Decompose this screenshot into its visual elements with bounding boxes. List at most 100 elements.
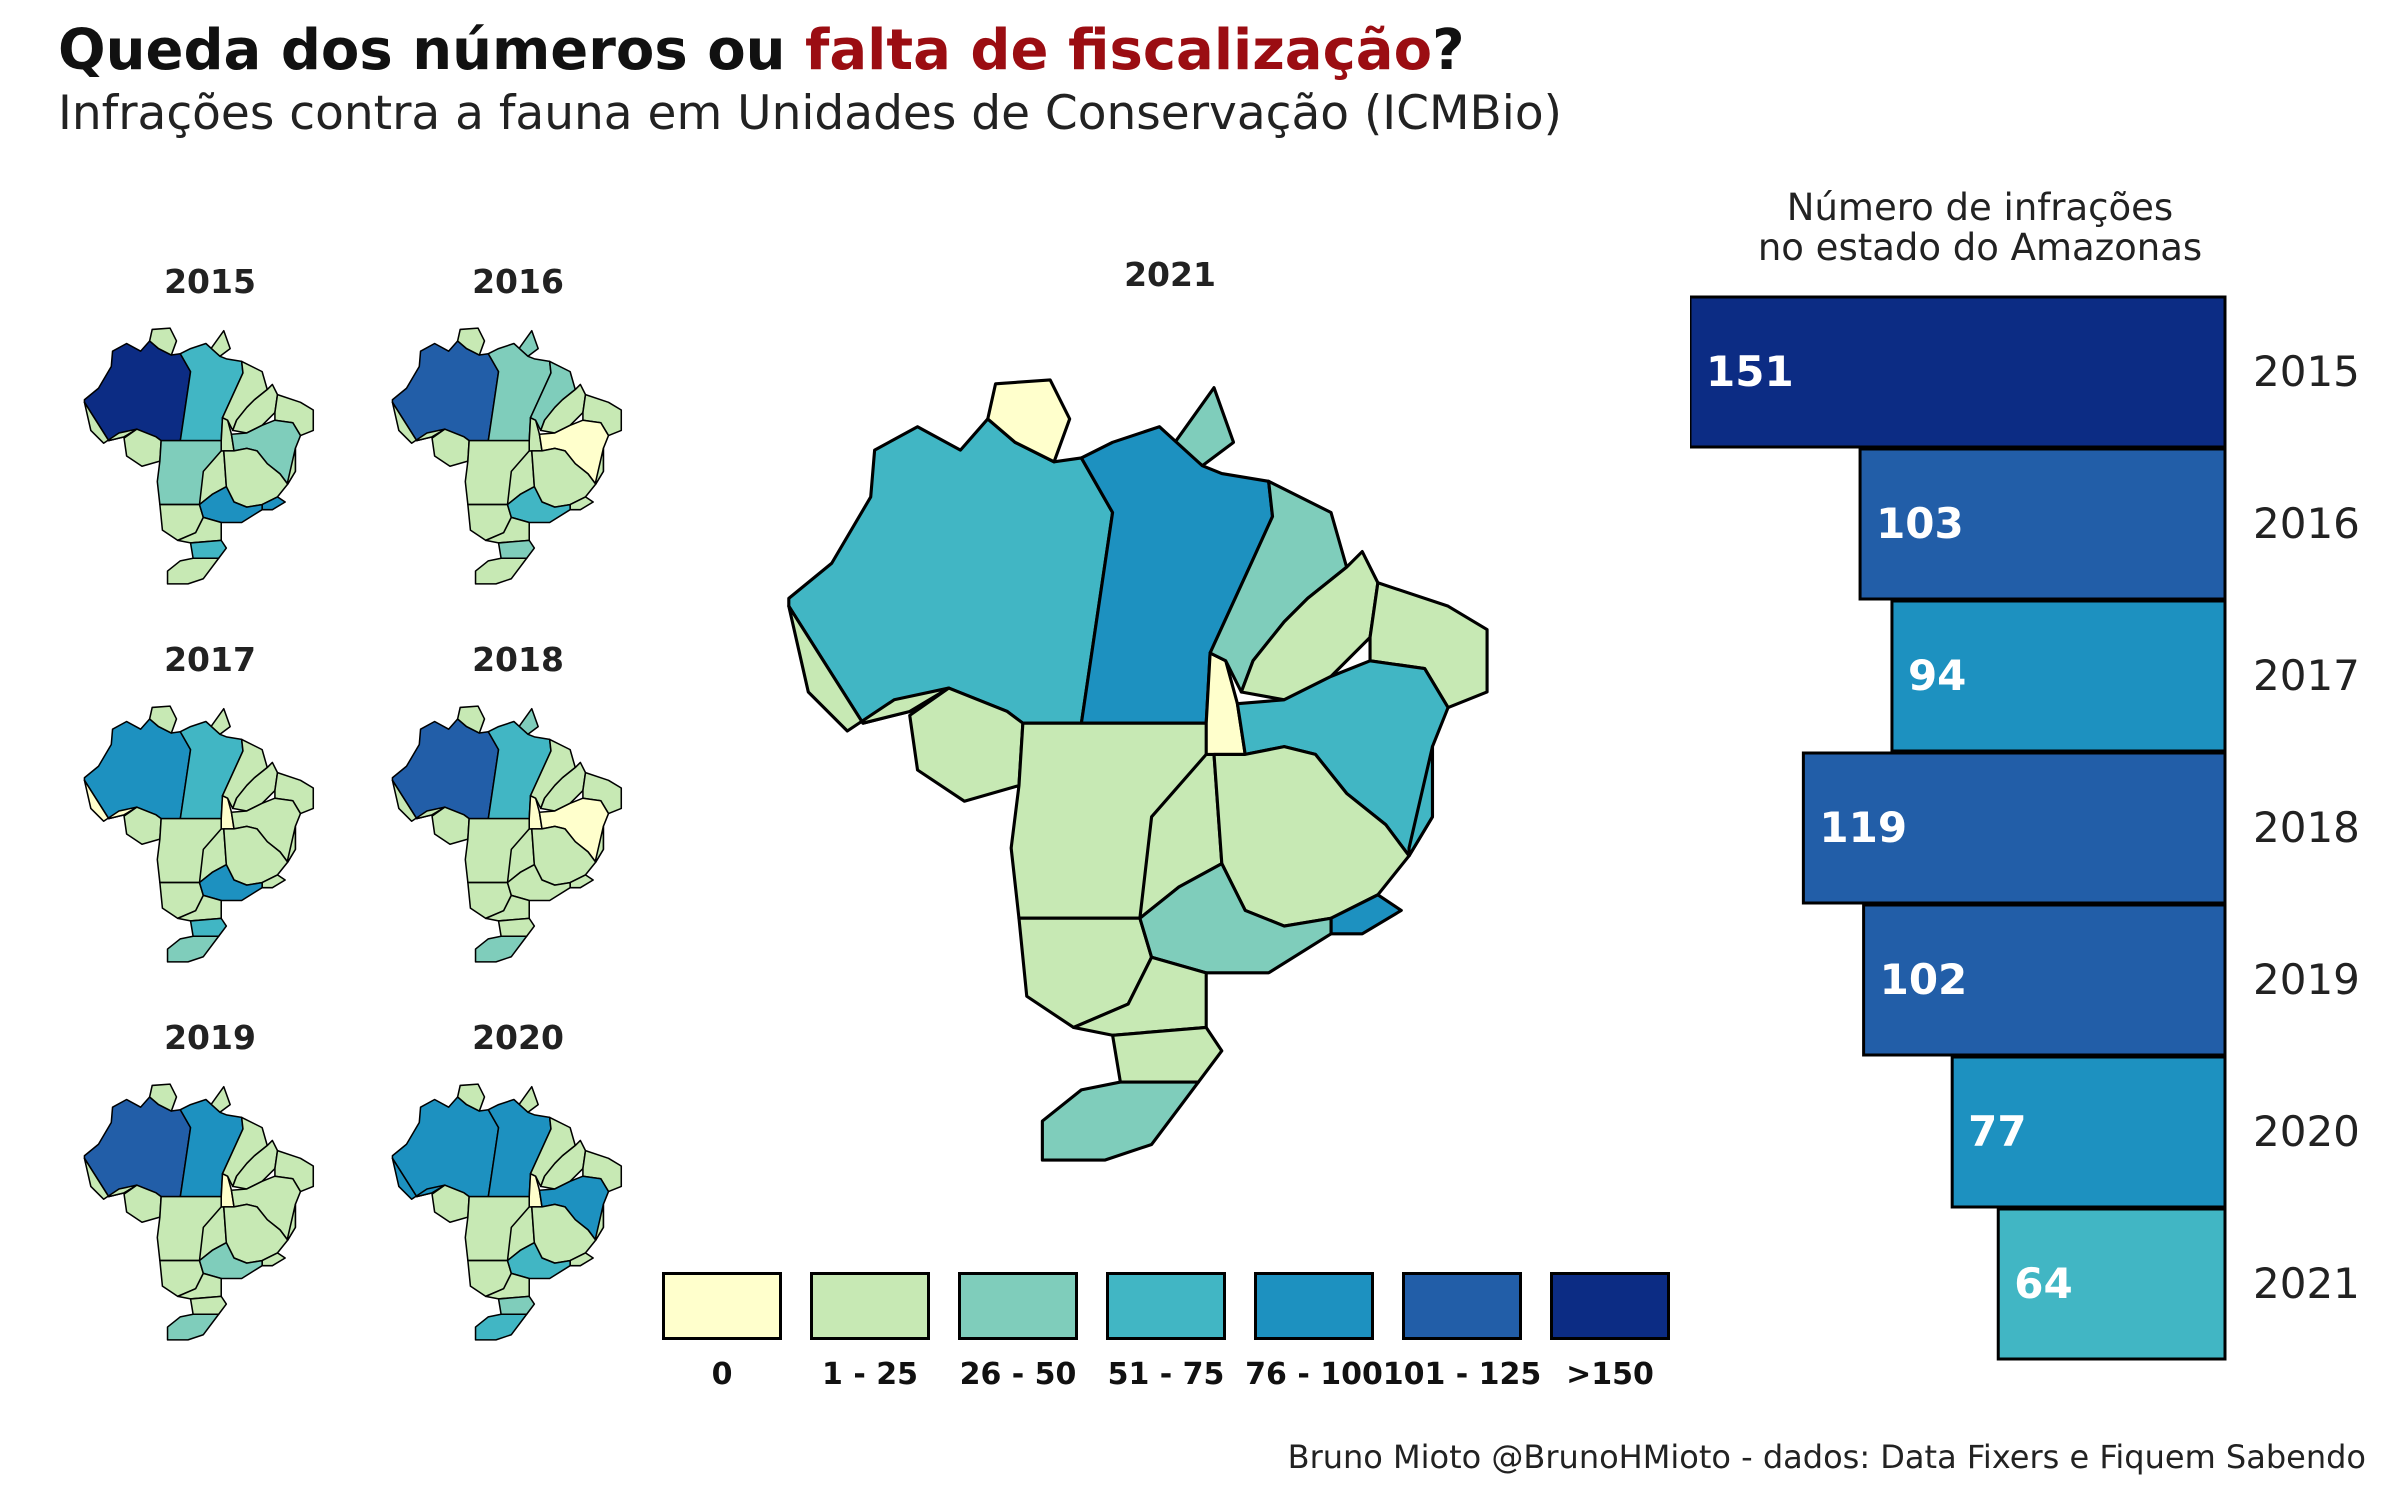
state-am: [391, 1096, 500, 1198]
state-es: [1407, 745, 1435, 858]
legend-swatch: [958, 1272, 1078, 1340]
state-ro: [431, 806, 470, 845]
bar-2020: [1950, 1055, 2227, 1209]
legend-label: 101 - 125: [1382, 1357, 1542, 1392]
legend-label: 51 - 75: [1107, 1357, 1225, 1392]
bar-chart-title: Número de infrações no estado do Amazona…: [1700, 188, 2260, 268]
map-2019: [83, 1083, 315, 1341]
map-states: [83, 705, 315, 963]
map-2018: [391, 705, 623, 963]
state-am: [83, 718, 192, 820]
state-rr: [148, 327, 178, 356]
map-2021: [787, 378, 1489, 1162]
bar-value-label: 103: [1876, 499, 1964, 548]
year-label-2015: 2015: [164, 262, 256, 301]
state-rs: [166, 935, 220, 963]
state-rr: [456, 327, 486, 356]
bar-value-label: 94: [1908, 651, 1966, 700]
bar-2021: [1996, 1207, 2227, 1361]
year-label-2021: 2021: [1124, 255, 1216, 294]
legend-swatch: [1254, 1272, 1374, 1340]
chart-subtitle: Infrações contra a fauna em Unidades de …: [58, 86, 1562, 141]
state-rr: [148, 1083, 178, 1112]
state-sc: [497, 1295, 536, 1316]
bar-chart-title-line1: Número de infrações: [1786, 186, 2174, 229]
state-ac: [83, 779, 138, 822]
map-states: [391, 327, 623, 585]
state-es: [286, 447, 297, 485]
state-rr: [986, 378, 1072, 464]
legend-label: 76 - 100: [1245, 1357, 1383, 1392]
legend-swatch: [1106, 1272, 1226, 1340]
state-rs: [166, 557, 220, 585]
state-sc: [189, 539, 228, 560]
state-am: [787, 417, 1115, 725]
legend-swatch: [662, 1272, 782, 1340]
legend-swatch: [1550, 1272, 1670, 1340]
amazonas-bar-chart: 151 2015 103 2016 94 2017 119 2018 102 2019 77 2020…: [1690, 295, 2360, 1361]
bar-2018: [1801, 751, 2227, 905]
state-am: [83, 340, 192, 442]
legend-swatch: [810, 1272, 930, 1340]
state-sc: [497, 917, 536, 938]
state-rr: [148, 705, 178, 734]
legend-label: 1 - 25: [822, 1357, 918, 1392]
state-es: [594, 825, 605, 863]
state-sc: [1111, 1025, 1224, 1084]
caption: Bruno Mioto @BrunoHMioto - dados: Data F…: [1287, 1438, 2366, 1476]
legend-label: 0: [711, 1357, 733, 1392]
bar-2015: [1690, 295, 2227, 449]
year-label-2016: 2016: [472, 262, 564, 301]
bar-value-label: 151: [1706, 347, 1794, 396]
state-rr: [456, 1083, 486, 1112]
bar-category-label: 2020: [2253, 1107, 2360, 1156]
map-2015: [83, 327, 315, 585]
state-ac: [391, 779, 446, 822]
bar-value-label: 102: [1880, 955, 1968, 1004]
map-states: [83, 1083, 315, 1341]
bar-category-label: 2021: [2253, 1259, 2360, 1308]
bar-value-label: 119: [1819, 803, 1907, 852]
state-ac: [83, 401, 138, 444]
state-ac: [83, 1157, 138, 1200]
state-ro: [431, 1184, 470, 1223]
state-es: [594, 1203, 605, 1241]
title-suffix: ?: [1432, 18, 1465, 83]
state-ac: [391, 401, 446, 444]
state-rs: [474, 935, 528, 963]
state-sc: [189, 917, 228, 938]
map-2020: [391, 1083, 623, 1341]
bar-category-label: 2019: [2253, 955, 2360, 1004]
state-ac: [391, 1157, 446, 1200]
state-rr: [456, 705, 486, 734]
bar-chart-title-line2: no estado do Amazonas: [1757, 226, 2203, 269]
state-es: [286, 1203, 297, 1241]
state-ac: [787, 604, 951, 733]
state-rs: [1040, 1080, 1200, 1162]
state-es: [286, 825, 297, 863]
state-am: [391, 340, 500, 442]
bar-category-label: 2018: [2253, 803, 2360, 852]
map-2017: [83, 705, 315, 963]
map-2016: [391, 327, 623, 585]
map-states: [787, 378, 1489, 1162]
color-legend: 0 1 - 25 26 - 50 51 - 75 76 - 100 101 - …: [662, 1272, 1707, 1392]
bar-category-label: 2015: [2253, 347, 2360, 396]
year-label-2018: 2018: [472, 640, 564, 679]
state-ro: [123, 428, 162, 467]
title-prefix: Queda dos números ou: [58, 18, 806, 83]
legend-label: 26 - 50: [959, 1357, 1077, 1392]
chart-title: Queda dos números ou falta de fiscalizaç…: [58, 18, 1465, 83]
state-rs: [166, 1313, 220, 1341]
map-states: [83, 327, 315, 585]
state-am: [83, 1096, 192, 1198]
state-ro: [123, 1184, 162, 1223]
state-sc: [497, 539, 536, 560]
year-label-2019: 2019: [164, 1018, 256, 1057]
bar-2019: [1862, 903, 2227, 1057]
state-ro: [908, 686, 1025, 803]
state-ro: [431, 428, 470, 467]
year-label-2017: 2017: [164, 640, 256, 679]
state-ro: [123, 806, 162, 845]
legend-label: >150: [1566, 1357, 1654, 1392]
